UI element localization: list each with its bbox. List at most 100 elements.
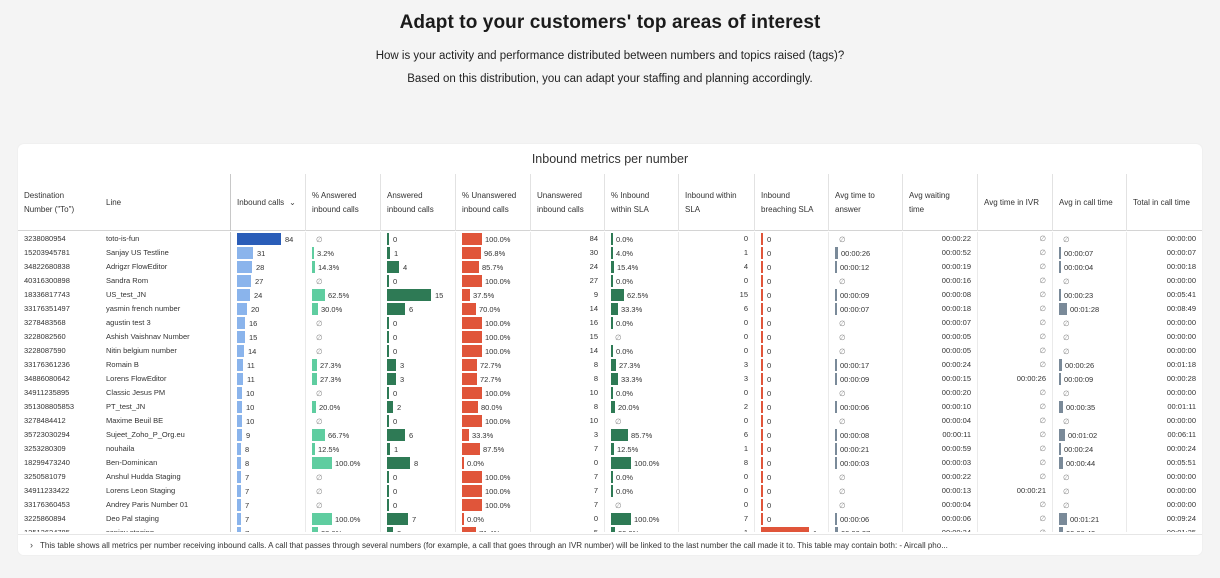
cell-inbound-within-sla: 1: [678, 442, 754, 456]
page-title: Adapt to your customers' top areas of in…: [399, 12, 821, 33]
cell-avg-time-to-answer: 00:00:08: [828, 428, 902, 442]
table-row[interactable]: 33176360453 Andrey Paris Number 01 7 ∅ 0 100.…: [18, 498, 1202, 512]
percent-bar: [312, 457, 332, 469]
table-row[interactable]: 3253280309 nouhaila 8 12.5% 1 87.5% 7 12.5% 1 0 00…: [18, 442, 1202, 456]
sort-desc-icon[interactable]: ⌄: [289, 197, 296, 207]
percent-label: 100.0%: [485, 235, 511, 244]
column-header-label: Avg in call time: [1059, 196, 1113, 210]
column-header-total-in-call-time[interactable]: Total in call time: [1126, 174, 1202, 231]
cell-destination-number: 18336817743: [24, 290, 70, 299]
cell-unanswered-calls: 5: [530, 526, 604, 532]
column-header-label-line: % Unanswered: [462, 190, 517, 200]
column-header-label: Line: [106, 196, 121, 210]
percent-bar: [611, 387, 613, 399]
table-row[interactable]: 18299473240 Ben-Dominican 8 100.0% 8 0.0% 0 100…: [18, 456, 1202, 470]
column-header-avg-time-to-answer[interactable]: Avg time to answer: [828, 174, 902, 231]
table-body[interactable]: 3238080954 toto-is-fun 84 ∅ 0 100.0% 84 0.0% 0 0 ∅…: [18, 232, 1202, 532]
cell-avg-waiting-time: 00:00:10: [902, 400, 977, 414]
value-label: 0: [767, 459, 772, 468]
column-header-line-name[interactable]: Line: [100, 174, 230, 231]
value-bar: [761, 401, 763, 413]
table-row[interactable]: 3278483568 agustin test 3 16 ∅ 0 100.0% 16 0.0%…: [18, 316, 1202, 330]
value-bar: [237, 387, 242, 399]
value-bar: [237, 457, 241, 469]
null-value: ∅: [316, 501, 323, 510]
cell-unanswered-pct: 80.0%: [455, 400, 530, 414]
table-row[interactable]: 33176351497 yasmin french number 20 30.0% 6 7…: [18, 302, 1202, 316]
value-label: 6: [409, 305, 414, 314]
column-header-sla-pct[interactable]: % Inbound within SLA: [604, 174, 678, 231]
table-footnote[interactable]: › This table shows all metrics per number…: [18, 534, 1202, 555]
table-row[interactable]: 40316300898 Sandra Rom 27 ∅ 0 100.0% 27 0.0% 0 0 ∅…: [18, 274, 1202, 288]
cell-answered-pct: ∅: [305, 274, 380, 288]
value-bar: [387, 233, 389, 245]
cell-total-in-call-time: 00:00:00: [1126, 274, 1202, 288]
cell-inbound-breaching-sla: 0: [754, 470, 828, 484]
column-header-inbound-breaching-sla[interactable]: Inbound breaching SLA: [754, 174, 828, 231]
percent-label: 30.0%: [321, 305, 343, 314]
cell-answered-calls: 1: [380, 246, 455, 260]
table-row[interactable]: 35723030294 Sujeet_Zoho_P_Org.eu 9 66.7% 6 33…: [18, 428, 1202, 442]
cell-total-in-call-time: 00:00:00: [1126, 232, 1202, 246]
table-row[interactable]: 18336817743 US_test_JN 24 62.5% 15 37.5% 9 62.5…: [18, 288, 1202, 302]
column-header-label-line: time: [909, 204, 925, 214]
table-row[interactable]: 3225860894 Deo Pal staging 7 100.0% 7 0.0% 0 10…: [18, 512, 1202, 526]
value-label: 11: [247, 375, 255, 384]
duration-label: 00:00:04: [1064, 263, 1094, 272]
column-header-inbound-within-sla[interactable]: Inbound within SLA: [678, 174, 754, 231]
table-row[interactable]: 34911233422 Lorens Leon Staging 7 ∅ 0 100.0% 7…: [18, 484, 1202, 498]
null-value: ∅: [839, 501, 846, 510]
column-header-avg-waiting-time[interactable]: Avg waiting time: [902, 174, 977, 231]
table-row[interactable]: 12512624785sanjay staging 7 28.6% 2 71.4% 5 20…: [18, 526, 1202, 532]
column-header-label-line: inbound calls: [387, 204, 434, 214]
table-row[interactable]: 3278484412 Maxime Beuil BE 10 ∅ 0 100.0% 10 ∅ 0 0…: [18, 414, 1202, 428]
cell-line-name: PT_test_JN: [106, 402, 146, 411]
cell-inbound-calls: 14: [230, 344, 305, 358]
percent-label: 0.0%: [616, 277, 634, 286]
cell-unanswered-pct: 100.0%: [455, 470, 530, 484]
table-row[interactable]: 3250581079 Anshul Hudda Staging 7 ∅ 0 100.0% 7…: [18, 470, 1202, 484]
percent-bar: [611, 429, 628, 441]
value-label: 0: [767, 389, 772, 398]
percent-bar: [462, 387, 482, 399]
column-header-unanswered-pct[interactable]: % Unanswered inbound calls: [455, 174, 530, 231]
percent-bar: [611, 303, 618, 315]
column-header-label: Answered inbound calls: [387, 189, 434, 217]
cell-avg-in-call-time: 00:00:04: [1052, 260, 1126, 274]
table-row[interactable]: 34822680838 Adrigzr FlowEditor 28 14.3% 4 85.…: [18, 260, 1202, 274]
chevron-right-icon[interactable]: ›: [30, 540, 33, 550]
value-bar: [387, 527, 393, 532]
percent-label: 0.0%: [616, 473, 634, 482]
table-row[interactable]: 351308805853 PT_test_JN 10 20.0% 2 80.0% 8 20.0…: [18, 400, 1202, 414]
cell-destination-number: 3238080954: [24, 234, 66, 243]
column-header-avg-in-call-time[interactable]: Avg in call time: [1052, 174, 1126, 231]
table-row[interactable]: 34911235895 Classic Jesus PM 10 ∅ 0 100.0% 10 0…: [18, 386, 1202, 400]
column-header-answered-calls[interactable]: Answered inbound calls: [380, 174, 455, 231]
table-row[interactable]: 34886080642 Lorens FlowEditor 11 27.3% 3 72.7…: [18, 372, 1202, 386]
percent-bar: [462, 485, 482, 497]
column-header-avg-time-in-ivr[interactable]: Avg time in IVR: [977, 174, 1052, 231]
percent-bar: [611, 359, 616, 371]
cell-answered-calls: 0: [380, 498, 455, 512]
null-value: ∅: [615, 333, 622, 342]
percent-bar: [462, 317, 482, 329]
value-label: 3: [400, 375, 405, 384]
table-row[interactable]: 3238080954 toto-is-fun 84 ∅ 0 100.0% 84 0.0% 0 0 ∅…: [18, 232, 1202, 246]
cell-line-name: toto-is-fun: [106, 234, 140, 243]
column-header-answered-pct[interactable]: % Answered inbound calls: [305, 174, 380, 231]
duration-label: 00:00:09: [840, 375, 870, 384]
column-header-unanswered-calls[interactable]: Unanswered inbound calls: [530, 174, 604, 231]
table-row[interactable]: 33176361236 Romain B 11 27.3% 3 72.7% 8 27.3% 3 0…: [18, 358, 1202, 372]
table-row[interactable]: 3228082560 Ashish Vaishnav Number 15 ∅ 0 100.…: [18, 330, 1202, 344]
table-row[interactable]: 3228087590 Nitin belgium number 14 ∅ 0 100.0%…: [18, 344, 1202, 358]
value-bar: [387, 345, 389, 357]
cell-unanswered-calls: 84: [530, 232, 604, 246]
cell-answered-pct: ∅: [305, 386, 380, 400]
column-header-destination-number[interactable]: Destination Number ("To"): [18, 174, 100, 231]
value-label: 1: [813, 526, 817, 532]
cell-avg-waiting-time: 00:00:07: [902, 316, 977, 330]
column-header-inbound-calls[interactable]: Inbound calls ⌄: [230, 174, 305, 231]
table-row[interactable]: 15203945781 Sanjay US Testline 31 3.2% 1 96.8…: [18, 246, 1202, 260]
value-label: 0: [767, 473, 772, 482]
percent-bar: [462, 331, 482, 343]
